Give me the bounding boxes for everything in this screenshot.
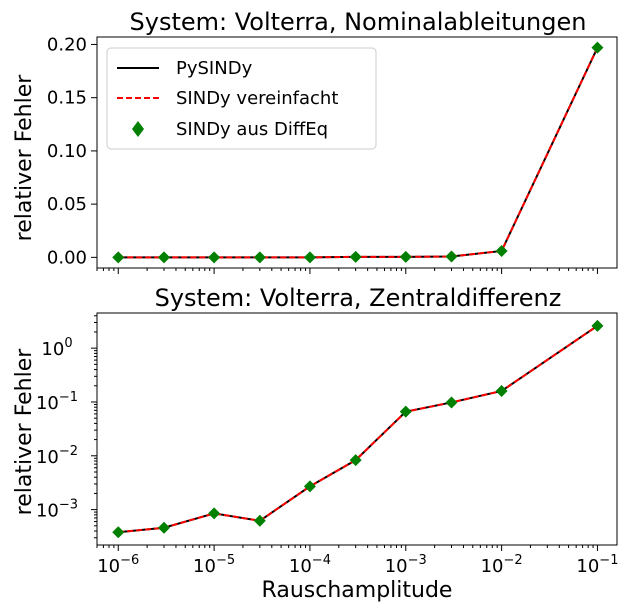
legend-box (106, 47, 377, 150)
top-y-tick-label: 0.00 (47, 247, 87, 268)
bottom-panel-y-axis-label: relativer Fehler (12, 348, 37, 516)
top-marker-sindy-aus-diffeq (112, 251, 125, 264)
bottom-line-sindy-vereinfacht (118, 324, 599, 534)
bottom-marker-sindy-aus-diffeq (349, 454, 362, 467)
bottom-marker-sindy-aus-diffeq (495, 384, 508, 397)
bottom-x-tick-label: 10−2 (481, 553, 523, 577)
top-marker-sindy-aus-diffeq (495, 244, 508, 257)
legend-label-sindy-aus-diffeq: SINDy aus DiffEq (176, 119, 328, 140)
bottom-panel-plot-area: 10−6 10−5 10−4 10−3 10−2 10−1 10−3 10−2 10−1 100 (36, 315, 618, 577)
bottom-marker-sindy-aus-diffeq (399, 405, 412, 418)
bottom-marker-sindy-aus-diffeq (208, 507, 221, 520)
bottom-line-pysindy (118, 324, 599, 534)
top-panel-plot-area: 0.00 0.05 0.10 0.15 0.20 (47, 34, 604, 274)
bottom-marker-sindy-aus-diffeq (303, 480, 316, 493)
top-y-tick-label: 0.15 (47, 88, 87, 109)
top-panel-frame (96, 36, 618, 269)
bottom-marker-sindy-aus-diffeq (253, 514, 266, 527)
bottom-y-tick-label: 10−1 (36, 390, 78, 414)
top-y-tick-label: 0.05 (47, 194, 87, 215)
bottom-x-tick-label: 10−6 (97, 553, 139, 577)
top-y-tick-label: 0.20 (47, 34, 87, 55)
legend-marker-sindy-aus-diffeq (132, 121, 144, 137)
bottom-marker-sindy-aus-diffeq (112, 526, 125, 539)
top-marker-sindy-aus-diffeq (157, 251, 170, 264)
legend-label-sindy-vereinfacht: SINDy vereinfacht (176, 88, 338, 109)
top-marker-sindy-aus-diffeq (445, 250, 458, 263)
top-panel-y-axis-label: relativer Fehler (12, 74, 37, 242)
legend: PySINDy SINDy vereinfacht SINDy aus Diff… (106, 47, 377, 150)
bottom-panel-frame (96, 312, 618, 546)
top-panel: System: Volterra, Nominalableitungen rel… (12, 8, 618, 274)
x-axis-label: Rauschamplitude (262, 578, 453, 603)
top-marker-sindy-aus-diffeq (303, 251, 316, 264)
bottom-panel: System: Volterra, Zentraldifferenz relat… (12, 284, 618, 603)
bottom-x-tick-label: 10−1 (576, 553, 618, 577)
bottom-y-tick-label: 100 (41, 336, 72, 360)
bottom-marker-sindy-aus-diffeq (591, 319, 604, 332)
bottom-panel-title: System: Volterra, Zentraldifferenz (155, 284, 562, 312)
bottom-x-tick-label: 10−3 (385, 553, 427, 577)
bottom-marker-sindy-aus-diffeq (445, 396, 458, 409)
bottom-x-tick-label: 10−5 (193, 553, 235, 577)
legend-label-pysindy: PySINDy (176, 58, 253, 79)
top-marker-sindy-aus-diffeq (591, 41, 604, 54)
top-marker-sindy-aus-diffeq (208, 251, 221, 264)
bottom-y-tick-label: 10−3 (36, 498, 78, 522)
top-line-pysindy (118, 47, 599, 259)
top-y-tick-label: 0.10 (47, 141, 87, 162)
bottom-x-tick-label: 10−4 (289, 553, 331, 577)
top-panel-title: System: Volterra, Nominalableitungen (130, 8, 587, 36)
top-marker-sindy-aus-diffeq (349, 250, 362, 263)
top-marker-sindy-aus-diffeq (399, 250, 412, 263)
bottom-marker-sindy-aus-diffeq (157, 521, 170, 534)
bottom-y-tick-label: 10−2 (36, 444, 78, 468)
top-marker-sindy-aus-diffeq (253, 251, 266, 264)
